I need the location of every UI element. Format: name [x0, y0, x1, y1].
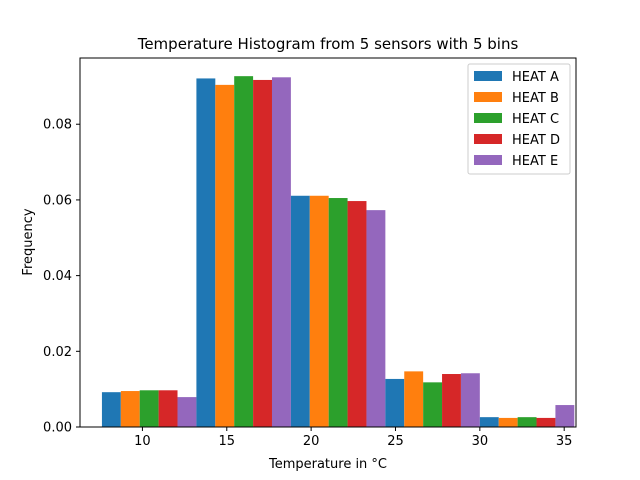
- x-tick-label: 20: [303, 434, 320, 449]
- bar: [423, 382, 443, 427]
- legend-swatch: [474, 71, 502, 81]
- y-tick-label: 0.02: [43, 345, 72, 360]
- legend-label: HEAT B: [512, 91, 559, 106]
- legend-swatch: [474, 92, 502, 102]
- x-ticks: 10 15 20 25 30 35: [134, 427, 572, 449]
- legend: HEAT A HEAT B HEAT C HEAT D HEAT E: [467, 63, 571, 175]
- y-ticks: 0.00 0.02 0.04 0.06 0.08: [43, 118, 80, 436]
- chart-title: Temperature Histogram from 5 sensors wit…: [137, 35, 519, 53]
- legend-label: HEAT D: [512, 133, 560, 148]
- bar: [479, 417, 499, 427]
- legend-swatch: [474, 155, 502, 165]
- bar: [101, 392, 121, 427]
- legend-swatch: [474, 134, 502, 144]
- bar: [366, 210, 386, 427]
- bar: [139, 390, 159, 427]
- y-tick-label: 0.04: [43, 269, 72, 284]
- bar: [555, 405, 575, 427]
- legend-label: HEAT C: [512, 112, 559, 127]
- y-axis-label: Frequency: [21, 208, 36, 275]
- bar: [536, 417, 556, 427]
- axes-frame: [79, 57, 577, 428]
- bar: [177, 397, 197, 427]
- bar: [309, 195, 329, 427]
- bar: [385, 378, 405, 427]
- bar: [158, 390, 178, 427]
- legend-swatch: [474, 113, 502, 123]
- legend-label: HEAT E: [512, 154, 558, 169]
- bar: [328, 198, 348, 427]
- bar: [290, 195, 310, 427]
- bar: [498, 417, 518, 427]
- x-tick-label: 25: [387, 434, 404, 449]
- bar: [404, 371, 424, 427]
- bar: [271, 77, 291, 427]
- bar: [442, 374, 461, 427]
- bar: [347, 201, 367, 427]
- bar: [460, 373, 480, 427]
- y-tick-label: 0.06: [43, 193, 72, 208]
- bar: [215, 84, 235, 428]
- x-tick-label: 10: [134, 434, 151, 449]
- bars-group: [101, 76, 575, 428]
- y-tick-label: 0.08: [43, 118, 72, 133]
- y-tick-label: 0.00: [43, 421, 72, 436]
- bar: [517, 417, 537, 427]
- bar: [120, 391, 140, 427]
- bar: [253, 79, 272, 427]
- x-tick-label: 30: [472, 434, 489, 449]
- bar: [196, 78, 216, 427]
- bar: [234, 76, 254, 428]
- legend-box: [467, 63, 571, 175]
- x-tick-label: 35: [556, 434, 573, 449]
- x-axis-label: Temperature in °C: [268, 457, 387, 472]
- x-tick-label: 15: [219, 434, 236, 449]
- legend-label: HEAT A: [512, 70, 559, 85]
